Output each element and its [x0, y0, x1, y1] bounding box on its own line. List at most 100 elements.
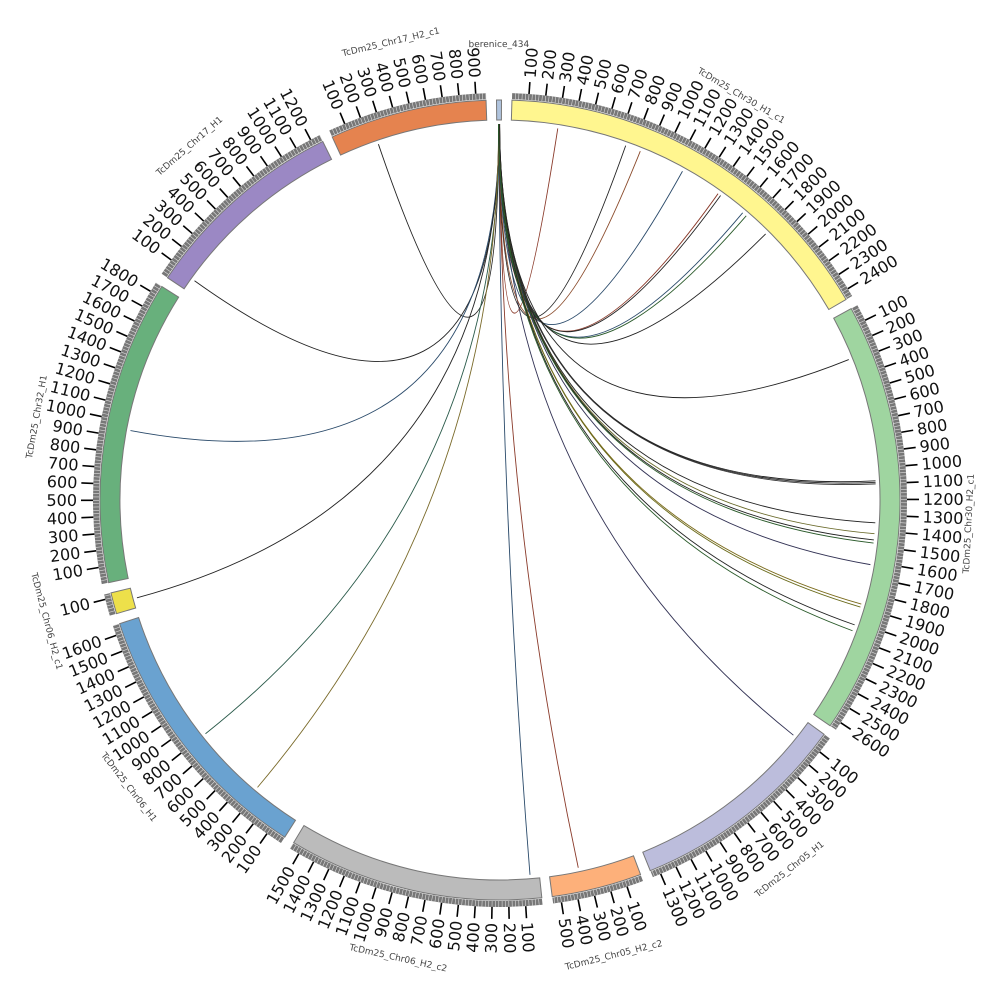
minor-tick — [253, 175, 258, 181]
minor-tick — [129, 329, 136, 333]
chromosome-TcDm25_Chr05_H1[interactable]: 1002003004005006007008009001000110012001… — [642, 721, 862, 930]
chromosome-band[interactable] — [812, 307, 901, 727]
minor-tick — [388, 885, 391, 892]
minor-tick — [328, 863, 332, 870]
minor-tick — [711, 840, 715, 847]
minor-tick — [435, 98, 437, 105]
minor-tick — [304, 851, 308, 858]
minor-tick — [170, 735, 177, 740]
major-tick — [905, 463, 918, 467]
chromosome-TcDm25_Chr30_H2_c1[interactable]: 1002003004005006007008009001000110012001… — [812, 291, 977, 762]
major-tick — [84, 550, 97, 554]
chromosome-TcDm25_Chr30_H1_c1[interactable]: 1002003004005006007008009001000110012001… — [510, 47, 901, 311]
minor-tick — [369, 114, 373, 121]
minor-tick — [600, 105, 603, 112]
minor-tick — [359, 876, 363, 883]
chromosome-band[interactable] — [510, 99, 847, 311]
chromosome-band[interactable] — [99, 285, 180, 584]
chromosome-band[interactable] — [292, 824, 543, 901]
major-tick — [561, 85, 566, 98]
minor-tick — [114, 367, 121, 370]
chromosome-band[interactable] — [331, 99, 488, 156]
minor-tick — [722, 833, 727, 839]
chromosome-label: TcDm25_Chr32_H1 — [25, 374, 50, 460]
minor-tick — [622, 112, 626, 119]
major-tick — [704, 137, 712, 149]
minor-tick — [347, 871, 350, 878]
minor-tick — [304, 142, 308, 149]
major-tick — [901, 565, 914, 570]
minor-tick — [855, 310, 861, 315]
major-tick — [719, 841, 728, 853]
chromosome-band[interactable] — [166, 140, 333, 290]
minor-tick — [776, 789, 782, 795]
minor-tick — [183, 243, 189, 248]
minor-tick — [716, 837, 721, 843]
major-tick — [747, 822, 756, 833]
minor-tick — [873, 350, 879, 354]
chromosome-TcDm25_Chr06_H1[interactable]: 1002003004005006007008009001000110012001… — [60, 616, 297, 877]
chromosome-berenice_434[interactable]: berenice_434 — [469, 40, 530, 121]
minor-tick — [334, 866, 338, 873]
minor-tick — [761, 803, 767, 809]
chromosome-band[interactable] — [549, 855, 642, 898]
minor-tick — [576, 893, 579, 900]
minor-tick — [794, 223, 800, 229]
minor-tick — [887, 604, 893, 607]
major-tick — [245, 823, 254, 834]
minor-tick — [189, 759, 195, 764]
major-tick — [86, 430, 99, 434]
minor-tick — [778, 207, 783, 212]
minor-tick — [696, 849, 701, 855]
minor-tick — [899, 535, 906, 537]
minor-tick — [699, 847, 704, 853]
major-tick — [545, 83, 548, 96]
chromosome-band[interactable] — [496, 99, 502, 121]
minor-tick — [895, 565, 902, 567]
minor-tick — [771, 794, 777, 800]
minor-tick — [447, 897, 450, 904]
chromosome-band[interactable] — [118, 616, 297, 838]
major-tick — [150, 725, 162, 734]
major-tick — [86, 566, 99, 571]
major-tick — [894, 598, 907, 604]
minor-tick — [724, 162, 728, 168]
minor-tick — [445, 96, 447, 103]
minor-tick — [157, 716, 163, 721]
minor-tick — [112, 373, 119, 377]
minor-tick — [129, 667, 136, 671]
major-tick — [93, 396, 106, 401]
chromosome-TcDm25_Chr06_H2_c2[interactable]: 1002003004005006007008009001000110012001… — [262, 824, 543, 975]
minor-tick — [105, 399, 112, 402]
minor-tick — [573, 894, 576, 901]
chromosome-band[interactable] — [110, 587, 137, 615]
major-tick — [847, 281, 859, 290]
chromosome-band[interactable] — [642, 721, 825, 872]
minor-tick — [897, 448, 904, 450]
minor-tick — [398, 105, 401, 112]
minor-tick — [898, 545, 905, 547]
minor-tick — [833, 274, 839, 279]
chromosomes-layer: berenice_4341002003004005006007008009001… — [25, 26, 977, 974]
minor-tick — [897, 555, 904, 557]
minor-tick — [122, 348, 128, 352]
chromosome-TcDm25_Chr32_H1[interactable]: 1002003004005006007008009001000110012001… — [25, 254, 180, 585]
chromosome-TcDm25_Chr17_H2_c1[interactable]: 100200300400500600700800900TcDm25_Chr17_… — [318, 26, 488, 156]
major-tick — [524, 906, 528, 919]
minor-tick — [541, 95, 543, 102]
minor-tick — [858, 316, 864, 321]
minor-tick — [631, 878, 634, 885]
minor-tick — [560, 896, 562, 903]
major-tick — [474, 81, 477, 94]
minor-tick — [106, 604, 113, 607]
chromosome-TcDm25_Chr17_H1[interactable]: 100200300400500600700800900100011001200T… — [128, 85, 333, 290]
minor-tick — [319, 135, 323, 141]
minor-tick — [886, 607, 893, 610]
minor-tick — [266, 828, 271, 834]
major-tick — [182, 765, 193, 775]
minor-tick — [824, 260, 830, 265]
minor-tick — [881, 623, 888, 626]
major-tick — [878, 345, 891, 352]
